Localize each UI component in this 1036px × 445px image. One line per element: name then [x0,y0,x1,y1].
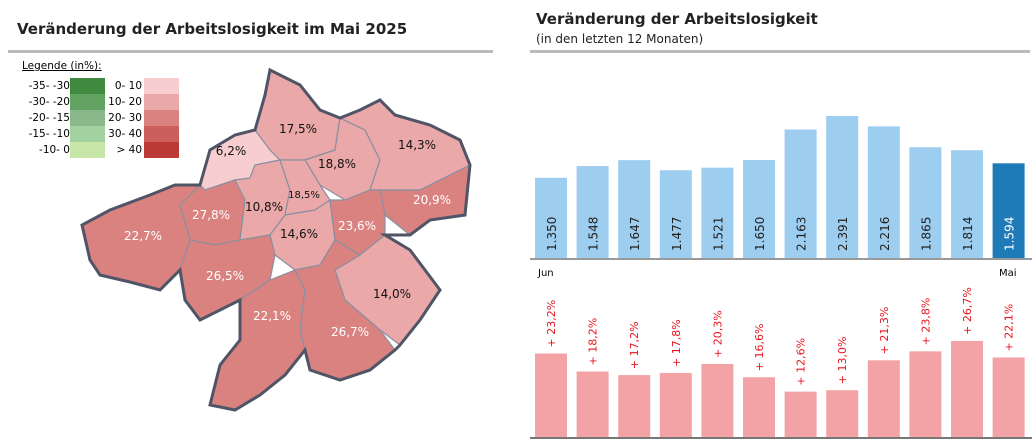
chart-title: Veränderung der Arbeitslosigkeit [536,10,818,28]
legend-label: -20- -15 [28,112,70,124]
bar-top-label: 2.216 [878,217,892,251]
legend-swatch [144,126,179,142]
legend-label: > 40 [116,144,143,156]
bar-bottom [992,357,1025,437]
bar-top [743,159,775,258]
x-start-label: Jun [537,268,554,279]
bar-top [701,167,734,258]
legend-label: 10- 20 [108,96,142,108]
legend-swatch [144,78,179,94]
bar-bottom-label: + 13,0% [836,337,849,385]
district-label: 22,1% [253,309,291,323]
district-label: 18,5% [288,190,320,201]
legend-swatch [70,110,105,126]
bar-bottom [618,375,651,437]
legend-label: -30- -20 [28,96,70,108]
bar-top [784,129,817,258]
legend-label: 20- 30 [108,112,142,124]
district-label: 10,8% [245,200,283,214]
legend-title: Legende (in%): [22,60,102,72]
legend-label: 30- 40 [108,128,142,140]
legend-swatch [144,110,179,126]
district-label: 23,6% [338,219,376,233]
district-label: 20,9% [413,193,451,207]
divider [8,50,493,53]
bar-top [576,166,609,258]
bar-top [618,160,651,258]
divider [530,50,1030,53]
district-label: 14,6% [280,227,318,241]
bar-top-label: 1.814 [961,217,975,251]
bar-top-label: 1.477 [670,217,684,251]
bar-bottom-label: + 26,7% [961,287,974,335]
map-title: Veränderung der Arbeitslosigkeit im Mai … [17,20,408,38]
legend-label: -10- 0 [39,144,70,156]
district-label: 6,2% [216,144,247,158]
district-label: 26,7% [331,325,369,339]
bar-top-label: 2.391 [836,217,850,251]
bar-top [909,147,942,258]
legend-swatch [144,94,179,110]
bar-top-label: 1.647 [628,217,642,251]
bar-top-label: 1.650 [753,217,767,251]
bar-top [867,126,900,258]
bar-bottom-label: + 18,2% [587,318,600,366]
legend-label: -35- -30 [28,80,70,92]
district-label: 22,7% [124,229,162,243]
bar-bottom [659,372,692,437]
bar-top [659,170,692,258]
legend-label: -15- -10 [28,128,70,140]
bar-bottom [867,360,900,437]
bar-bottom [743,377,775,437]
chart-subtitle: (in den letzten 12 Monaten) [536,32,704,46]
bar-bottom-label: + 23,8% [919,298,932,346]
bar-bottom [784,391,817,437]
legend-swatch [144,142,179,158]
bar-bottom [535,353,567,437]
x-end-label: Mai [999,268,1017,279]
legend-swatch [70,78,105,94]
legend-swatch [70,142,105,158]
district-map: 6,2% 17,5% 18,8% 14,3% 20,9% 27,8% 10,8% 18,5% 1… [80,67,472,412]
bar-bottom [576,371,609,437]
bar-bottom-label: + 23,2% [545,300,558,348]
bar-bottom-label: + 20,3% [711,310,724,358]
bar-top-label: 1.350 [545,217,559,251]
bar-top [992,163,1025,258]
charts: 1.350 1.548 1.647 1.477 1.521 1.650 2.163 2.391… [530,115,1032,439]
bar-bottom [701,363,734,437]
bar-top [535,177,567,258]
bar-bottom-label: + 17,2% [628,321,641,369]
legend-swatch [70,94,105,110]
district-label: 17,5% [279,122,317,136]
bar-top-label: 1.548 [587,217,601,251]
bar-bottom-label: + 12,6% [795,338,808,386]
bar-top [951,150,983,258]
bar-bottom [951,340,983,437]
legend-swatch [70,126,105,142]
district-label: 26,5% [206,269,244,283]
legend-label: 0- 10 [114,80,142,92]
bar-bottom [909,351,942,437]
bar-bottom-label: + 21,3% [878,307,891,355]
bar-top-label: 1.594 [1003,217,1017,251]
bar-top-label: 1.521 [711,217,725,251]
district-label: 27,8% [192,208,230,222]
district-label: 14,0% [373,287,411,301]
bar-top [826,115,859,258]
bar-bottom [826,390,859,437]
bar-bottom-label: + 22,1% [1003,304,1016,352]
district-label: 14,3% [398,138,436,152]
bar-top-label: 1.865 [919,217,933,251]
bar-bottom-label: + 17,8% [670,319,683,367]
bar-top-label: 2.163 [795,217,809,251]
bar-bottom-label: + 16,6% [753,324,766,372]
district-label: 18,8% [318,157,356,171]
